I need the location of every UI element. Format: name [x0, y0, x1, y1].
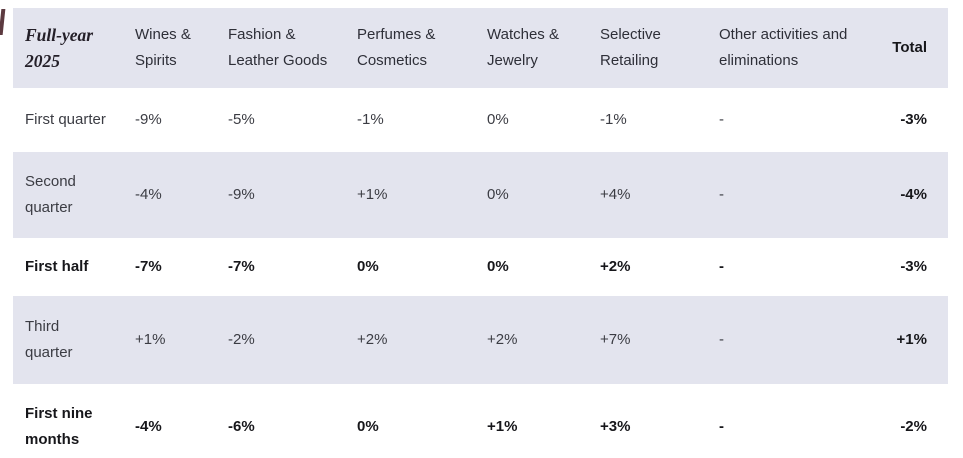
- row-label: First half: [25, 258, 89, 275]
- cell-total: -3%: [900, 111, 927, 128]
- cell-value: +1%: [135, 331, 166, 348]
- cell-value: +1%: [487, 418, 518, 435]
- col-header-wines-spirits: Wines & Spirits: [135, 26, 191, 69]
- table-row-third-quarter: Third quarter +1% -2% +2% +2% +7% - +1%: [13, 296, 948, 384]
- table-row-first-quarter: First quarter -9% -5% -1% 0% -1% - -3%: [13, 88, 948, 152]
- cell-value: +1%: [357, 186, 388, 203]
- cell-value: -1%: [600, 111, 627, 128]
- cell-value: +3%: [600, 418, 631, 435]
- table-header-row: Full-year 2025 Wines & Spirits Fashion &…: [13, 8, 948, 88]
- table-row-first-half: First half -7% -7% 0% 0% +2% - -3%: [13, 238, 948, 296]
- cell-value: 0%: [357, 418, 379, 435]
- cell-value: -5%: [228, 111, 255, 128]
- cell-value: 0%: [487, 111, 509, 128]
- cell-value: -7%: [135, 258, 162, 275]
- row-label: First nine months: [25, 405, 93, 448]
- organic-growth-table: Full-year 2025 Wines & Spirits Fashion &…: [13, 8, 948, 458]
- cell-value: 0%: [357, 258, 379, 275]
- corner-label: Full-year 2025: [25, 25, 94, 71]
- cell-value: -9%: [135, 111, 162, 128]
- cell-value: -6%: [228, 418, 255, 435]
- cell-total: -3%: [900, 258, 927, 275]
- cell-value: +2%: [600, 258, 631, 275]
- table-row-first-nine-months: First nine months -4% -6% 0% +1% +3% - -…: [13, 384, 948, 458]
- cell-total: +1%: [896, 331, 927, 348]
- cell-value: -9%: [228, 186, 255, 203]
- cell-value: -: [719, 418, 724, 435]
- cell-value: -: [719, 111, 724, 128]
- col-header-fashion-leather-goods: Fashion & Leather Goods: [228, 26, 328, 69]
- cell-value: -1%: [357, 111, 384, 128]
- cell-total: -2%: [900, 418, 927, 435]
- cell-value: -4%: [135, 186, 162, 203]
- col-header-selective-retailing: Selective Retailing: [600, 26, 661, 69]
- cell-value: -7%: [228, 258, 255, 275]
- cell-total: -4%: [900, 186, 927, 203]
- cell-value: 0%: [487, 258, 509, 275]
- cell-value: -2%: [228, 331, 255, 348]
- col-header-watches-jewelry: Watches & Jewelry: [487, 26, 559, 69]
- col-header-perfumes-cosmetics: Perfumes & Cosmetics: [357, 26, 436, 69]
- cell-value: -: [719, 331, 724, 348]
- clipped-edge-artifact: [0, 9, 6, 35]
- cell-value: +2%: [357, 331, 388, 348]
- cell-value: -: [719, 258, 724, 275]
- cell-value: +7%: [600, 331, 631, 348]
- cell-value: -: [719, 186, 724, 203]
- cell-value: +2%: [487, 331, 518, 348]
- corner-cell: Full-year 2025: [13, 8, 135, 88]
- row-label: First quarter: [25, 111, 106, 128]
- cell-value: +4%: [600, 186, 631, 203]
- col-header-other-activities: Other activities and eliminations: [719, 26, 848, 69]
- cell-value: 0%: [487, 186, 509, 203]
- table-row-second-quarter: Second quarter -4% -9% +1% 0% +4% - -4%: [13, 152, 948, 238]
- col-header-total: Total: [892, 39, 927, 56]
- cell-value: -4%: [135, 418, 162, 435]
- row-label: Second quarter: [25, 173, 76, 216]
- row-label: Third quarter: [25, 318, 73, 361]
